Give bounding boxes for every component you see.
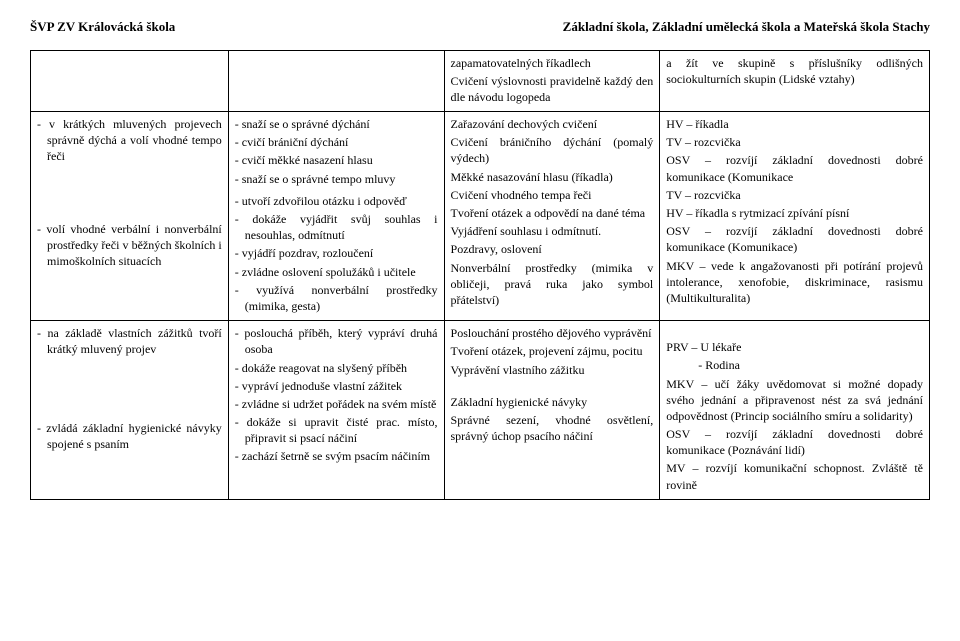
list-item: dokáže reagovat na slyšený příběh (235, 360, 438, 376)
text: Tvoření otázek a odpovědí na da­né téma (451, 205, 654, 221)
cell-crosslinks: PRV – U lékaře - Rodina MKV – učí žáky u… (660, 321, 930, 500)
list-item: zachází šetrně se svým psacím náčiním (235, 448, 438, 464)
cell-indicators: snaží se o správné dýchání cvičí bráničn… (228, 112, 444, 321)
cell-content: a žít ve skupině s příslušníky odlišných… (660, 50, 930, 112)
text: MV – rozvíjí komunikační schopnost. Zvlá… (666, 460, 923, 492)
text: TV – rozcvička (666, 134, 923, 150)
text: Tvoření otázek, projevení zájmu, pocitu (451, 343, 654, 359)
cell-topics: Zařazování dechových cvičení Cvičení brá… (444, 112, 660, 321)
text: MKV – vede k angažovanosti při potírání … (666, 258, 923, 307)
list-item: cvičí brániční dýchání (235, 134, 438, 150)
list-item: zvládne si udržet pořádek na svém místě (235, 396, 438, 412)
text: Základní hygienické návyky (451, 394, 654, 410)
text: Vyprávění vlastního zážitku (451, 362, 654, 378)
text: Pozdravy, oslovení (451, 241, 654, 257)
list-item: na základě vlastních zážitků tvoří krátk… (37, 325, 222, 357)
text: Cvičení výslovnosti pravidelně každý den… (451, 73, 654, 105)
list-item: zvládá základní hygienické návyky spojen… (37, 420, 222, 452)
cell-crosslinks: HV – říkadla TV – rozcvička OSV – rozvíj… (660, 112, 930, 321)
text: TV – rozcvička (666, 187, 923, 203)
cell-outcomes: na základě vlastních zážitků tvoří krátk… (31, 321, 229, 500)
text: HV – říkadla s rytmizací zpívání písní (666, 205, 923, 221)
text: OSV – rozvíjí základní do­vednosti dobré… (666, 426, 923, 458)
text: Správné sezení, vhodné osvě­tlení, správ… (451, 412, 654, 444)
list-item: snaží se o správné dýchání (235, 116, 438, 132)
table-row: zapamatovatelných říkadlech Cvičení výsl… (31, 50, 930, 112)
text: OSV – rozvíjí základní dovednosti dobré … (666, 152, 923, 184)
list-item: vyjádří pozdrav, rozloučení (235, 245, 438, 261)
text: a žít ve skupině s příslušníky odlišných… (666, 55, 923, 87)
cell-empty (31, 50, 229, 112)
table-row: v krátkých mluvených pro­jevech správně … (31, 112, 930, 321)
text: Vyjádření souhlasu i odmítnutí. (451, 223, 654, 239)
curriculum-table: zapamatovatelných říkadlech Cvičení výsl… (30, 50, 930, 500)
list-item: vypráví jednoduše vlastní zá­žitek (235, 378, 438, 394)
table-row: na základě vlastních zážitků tvoří krátk… (31, 321, 930, 500)
text: HV – říkadla (666, 116, 923, 132)
list-item: volí vhodné verbální i non­verbální pros… (37, 221, 222, 270)
text: MKV – učí žáky uvědomovat si možné dopad… (666, 376, 923, 425)
page-header: ŠVP ZV Královácká škola Základní škola, … (30, 18, 930, 36)
text: Poslouchání prostého dějového vyprávění (451, 325, 654, 341)
text: Cvičení bráničního dýchání (pomalý výdec… (451, 134, 654, 166)
header-right: Základní škola, Základní umělecká škola … (563, 18, 930, 36)
list-item: poslouchá příběh, který vy­práví druhá o… (235, 325, 438, 357)
list-item: zvládne oslovení spolužáků i učitele (235, 264, 438, 280)
text: PRV – U lékaře (666, 339, 923, 355)
text: Nonverbální prostředky (mimika v obličej… (451, 260, 654, 309)
header-left: ŠVP ZV Královácká škola (30, 18, 175, 36)
text: Cvičení vhodného tempa řeči (451, 187, 654, 203)
cell-indicators: poslouchá příběh, který vy­práví druhá o… (228, 321, 444, 500)
cell-content: zapamatovatelných říkadlech Cvičení výsl… (444, 50, 660, 112)
list-item: cvičí měkké nasazení hlasu (235, 152, 438, 168)
cell-topics: Poslouchání prostého dějového vyprávění … (444, 321, 660, 500)
text: Zařazování dechových cvičení (451, 116, 654, 132)
text: Měkké nasazování hlasu (říkadla) (451, 169, 654, 185)
text: OSV – rozvíjí základní dovednosti dobré … (666, 223, 923, 255)
text: zapamatovatelných říkadlech (451, 55, 654, 71)
list-item: v krátkých mluvených pro­jevech správně … (37, 116, 222, 165)
list-item: utvoří zdvořilou otázku i odpověď (235, 193, 438, 209)
list-item: snaží se o správné tempo mluvy (235, 171, 438, 187)
list-item: dokáže vyjádřit svůj souhlas i nesouhlas… (235, 211, 438, 243)
text: - Rodina (666, 357, 923, 373)
list-item: využívá nonverbální pro­středky (mimika,… (235, 282, 438, 314)
cell-empty (228, 50, 444, 112)
list-item: dokáže si upravit čisté prac. místo, při… (235, 414, 438, 446)
cell-outcomes: v krátkých mluvených pro­jevech správně … (31, 112, 229, 321)
